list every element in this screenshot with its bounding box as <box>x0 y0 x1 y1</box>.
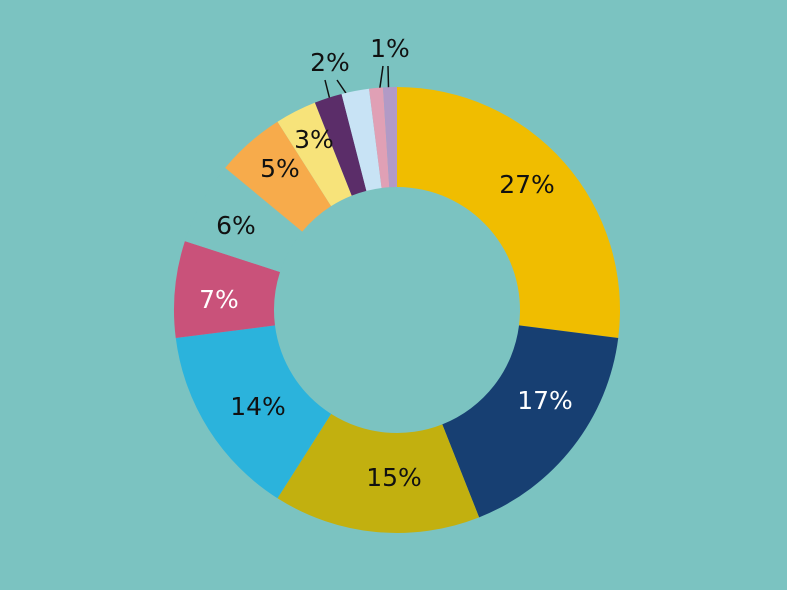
slice <box>397 87 620 338</box>
data-label: 5% <box>260 154 300 183</box>
slice <box>277 102 352 207</box>
slice <box>442 325 619 518</box>
data-label: 14% <box>230 392 286 421</box>
data-label: 27% <box>499 170 555 199</box>
slice <box>184 167 303 272</box>
data-label: 7% <box>199 285 239 314</box>
slice <box>225 121 332 232</box>
slice <box>174 241 281 338</box>
slice <box>382 87 397 188</box>
data-label: 15% <box>366 463 422 492</box>
slice <box>314 94 367 196</box>
data-label: 2% <box>310 48 350 77</box>
data-label: 6% <box>216 211 256 240</box>
slice <box>277 413 480 533</box>
slice <box>369 87 390 188</box>
data-label: 1% <box>370 34 410 63</box>
data-label: 17% <box>517 386 573 415</box>
slice <box>341 88 382 191</box>
data-label: 3% <box>294 125 334 154</box>
slice <box>175 325 332 499</box>
